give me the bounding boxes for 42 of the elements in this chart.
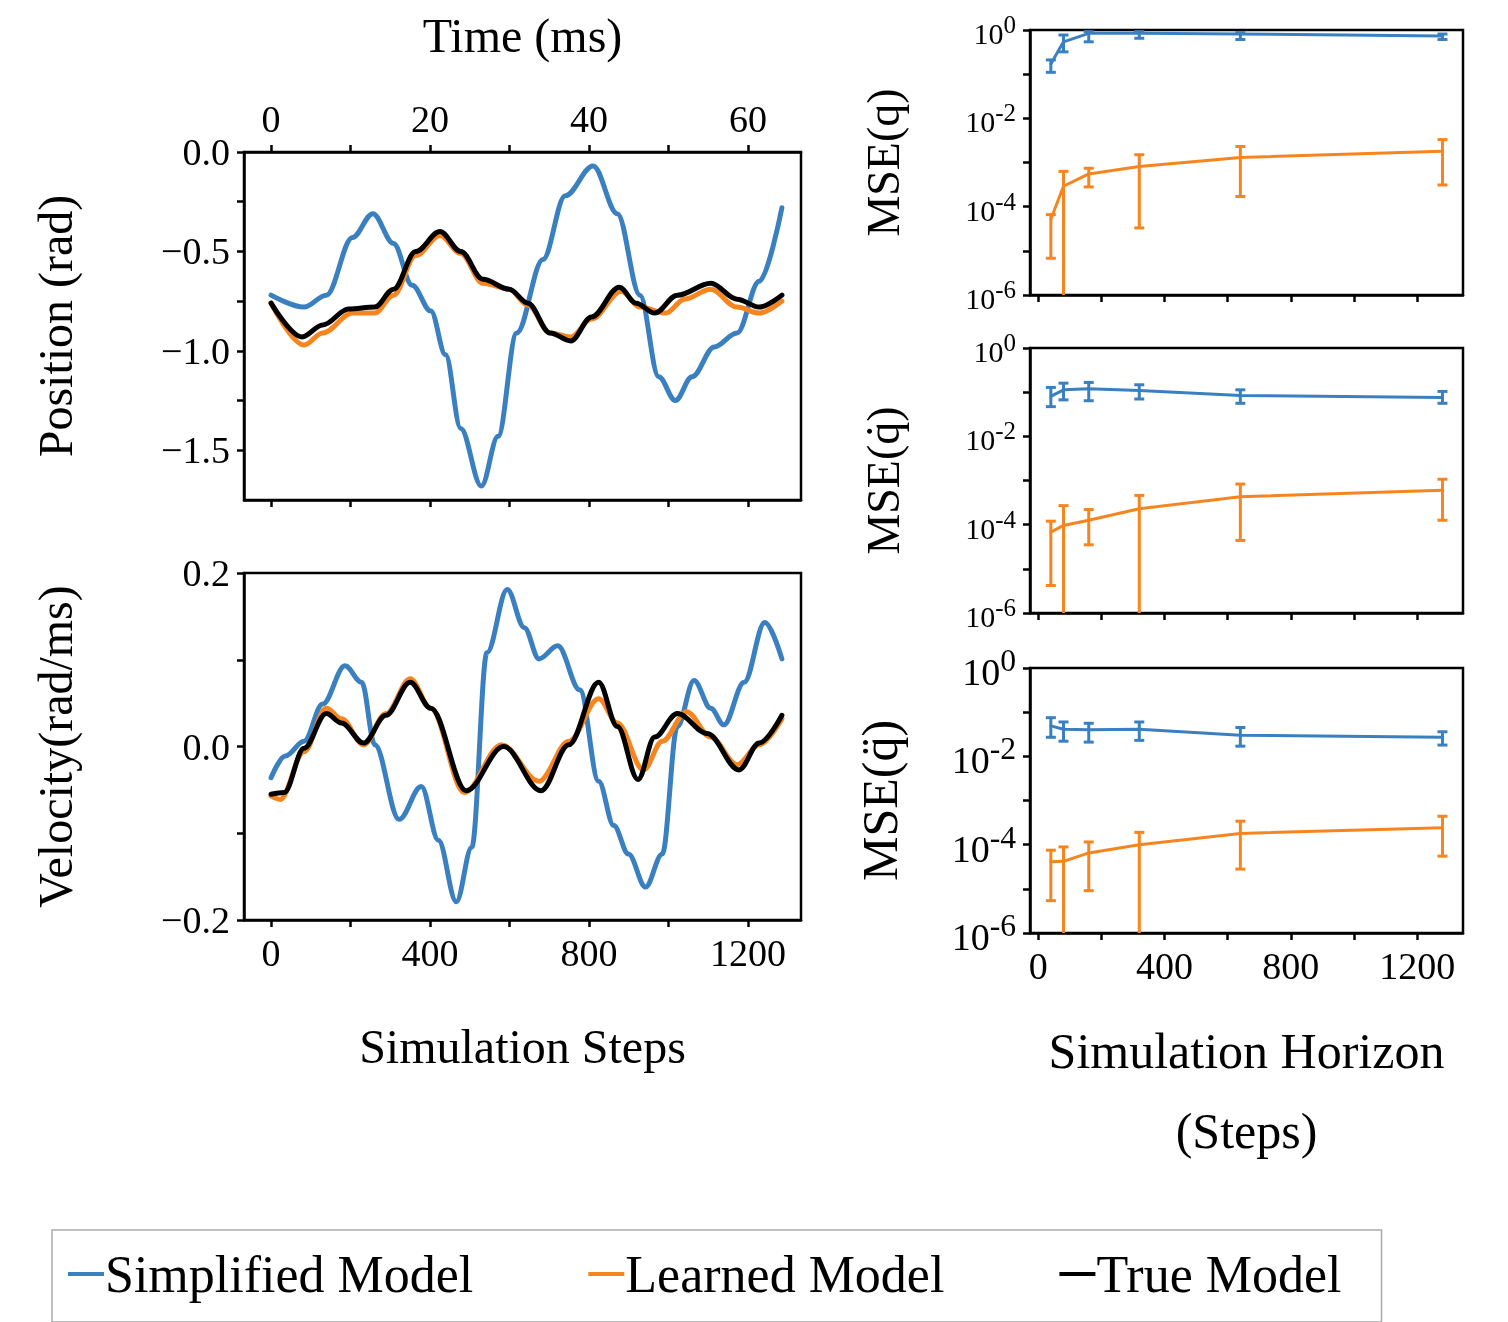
x2-tick-label: 40 xyxy=(570,98,609,140)
y-tick-label: 0.0 xyxy=(182,725,230,768)
y-tick-label: 10$^{-4}$ xyxy=(951,819,1016,870)
y-tick-label: −1.5 xyxy=(161,429,230,472)
y-tick-label: 10$^{-6}$ xyxy=(951,908,1016,958)
legend-label: Simplified Model xyxy=(105,1245,474,1303)
x-tick-label: 400 xyxy=(1136,945,1194,987)
x-tick-label: 1200 xyxy=(710,932,787,974)
x-tick-label: 1200 xyxy=(1379,945,1456,987)
x-tick-label: 0 xyxy=(1028,945,1048,987)
x-tick-label: 400 xyxy=(401,932,459,974)
y-tick-label: 0.2 xyxy=(182,552,230,594)
y-axis-title: MSE(q̈) xyxy=(852,719,908,882)
x-tick-label: 0 xyxy=(261,932,281,974)
y-axis-title: Position (rad) xyxy=(29,194,84,458)
x2-tick-label: 0 xyxy=(261,98,281,140)
x-tick-label: 800 xyxy=(560,932,618,974)
y-tick-label: 10$^{-6}$ xyxy=(965,275,1016,315)
y-tick-label: 10$^{-4}$ xyxy=(965,505,1016,545)
y-tick-label: −0.5 xyxy=(161,230,230,273)
y-axis-title: MSE(q) xyxy=(857,88,909,237)
y-tick-label: −0.2 xyxy=(161,899,230,941)
y-tick-label: −1.0 xyxy=(161,329,230,372)
y-axis-title: MSE(q̇) xyxy=(857,406,909,555)
x-axis-title: Simulation Steps xyxy=(359,1019,686,1073)
x-tick-label: 800 xyxy=(1262,945,1320,987)
x2-tick-label: 20 xyxy=(411,98,450,140)
x-axis-title: Simulation Horizon (Steps) xyxy=(1048,1023,1445,1159)
y-tick-label: 10$^{-4}$ xyxy=(965,187,1016,227)
legend-label: True Model xyxy=(1096,1245,1342,1303)
y-tick-label: 10$^{0}$ xyxy=(962,643,1016,693)
y-tick-label: 10$^{-2}$ xyxy=(965,98,1016,138)
y-tick-label: 10$^{-2}$ xyxy=(951,731,1016,782)
y-axis-title: Velocity(rad/ms) xyxy=(29,585,84,908)
y-tick-label: 0.0 xyxy=(182,131,230,173)
y-tick-label: 10$^{-6}$ xyxy=(965,593,1016,633)
y-tick-label: 10$^{-2}$ xyxy=(965,416,1016,456)
legend-label: Learned Model xyxy=(625,1245,945,1303)
y-tick-label: 10$^{0}$ xyxy=(973,10,1016,50)
x2-tick-label: 60 xyxy=(729,98,768,140)
y-tick-label: 10$^{0}$ xyxy=(973,328,1016,368)
x2-axis-title: Time (ms) xyxy=(422,9,623,64)
